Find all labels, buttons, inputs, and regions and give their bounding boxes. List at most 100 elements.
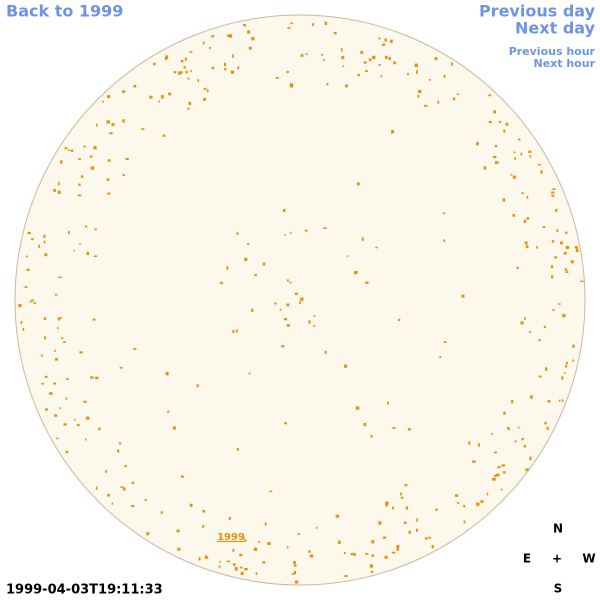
feature <box>313 325 316 328</box>
feature <box>251 37 255 41</box>
feature <box>203 87 207 90</box>
feature <box>496 473 500 477</box>
feature <box>529 331 531 333</box>
feature <box>476 142 479 146</box>
feature <box>299 301 301 305</box>
feature <box>118 442 122 445</box>
feature <box>53 188 57 192</box>
feature <box>232 54 234 58</box>
year-link[interactable]: 1999 <box>217 532 245 543</box>
feature <box>232 563 236 566</box>
feature <box>442 212 446 215</box>
feature <box>538 163 541 166</box>
feature <box>315 526 318 529</box>
feature <box>206 89 209 93</box>
previous-hour-link[interactable]: Previous hour <box>509 45 596 58</box>
feature <box>190 70 192 73</box>
feature <box>565 231 568 234</box>
feature <box>297 533 301 535</box>
feature <box>443 341 447 343</box>
feature <box>461 294 465 298</box>
feature <box>365 70 368 73</box>
feature <box>133 84 137 88</box>
feature <box>232 548 235 553</box>
feature <box>551 240 555 243</box>
feature <box>54 414 58 417</box>
feature <box>93 146 97 150</box>
feature <box>25 255 28 258</box>
feature <box>308 550 311 553</box>
feature <box>424 537 428 540</box>
feature <box>428 78 431 81</box>
feature <box>84 225 88 228</box>
feature <box>291 573 295 575</box>
compass-east: E <box>523 552 531 566</box>
feature <box>472 460 476 463</box>
feature <box>176 529 180 533</box>
feature <box>350 553 354 556</box>
feature <box>523 444 526 448</box>
feature <box>248 372 251 375</box>
feature <box>562 314 566 318</box>
feature <box>365 552 369 555</box>
feature <box>450 62 453 66</box>
feature <box>538 375 542 378</box>
previous-day-link[interactable]: Previous day <box>479 2 596 21</box>
feature <box>365 281 369 284</box>
feature <box>550 265 554 269</box>
feature <box>514 440 517 443</box>
feature <box>526 195 529 199</box>
feature <box>180 475 184 478</box>
feature <box>335 514 340 518</box>
feature <box>107 159 111 162</box>
feature <box>521 192 524 195</box>
feature <box>570 260 574 264</box>
feature <box>228 34 232 38</box>
feature <box>357 73 360 77</box>
feature <box>407 72 409 76</box>
feature <box>240 571 244 576</box>
feature <box>65 397 68 400</box>
feature <box>385 503 388 507</box>
feature <box>289 83 293 87</box>
feature <box>342 65 344 67</box>
next-hour-link[interactable]: Next hour <box>534 57 596 70</box>
back-link[interactable]: Back to 1999 <box>6 2 123 21</box>
feature <box>565 271 569 273</box>
feature <box>141 128 145 130</box>
feature <box>498 121 501 124</box>
feature <box>27 231 31 235</box>
feature <box>555 208 558 212</box>
feature <box>78 158 82 160</box>
feature <box>361 237 364 241</box>
feature <box>363 422 367 427</box>
feature <box>236 329 238 333</box>
feature <box>431 544 434 549</box>
feature <box>545 367 548 371</box>
feature <box>79 351 83 354</box>
feature <box>293 570 297 575</box>
feature <box>80 175 84 178</box>
feature <box>563 372 566 374</box>
feature <box>369 564 374 568</box>
feature <box>516 266 519 269</box>
feature <box>525 468 529 472</box>
feature <box>520 152 523 156</box>
feature <box>400 496 404 499</box>
feature <box>512 175 517 179</box>
feature <box>244 567 248 571</box>
feature <box>202 509 206 513</box>
feature <box>43 234 46 238</box>
feature <box>290 22 293 25</box>
feature <box>323 227 327 229</box>
feature <box>98 427 101 431</box>
feature <box>355 406 360 410</box>
feature <box>547 400 551 403</box>
feature <box>407 428 411 431</box>
feature <box>333 32 337 35</box>
next-day-link[interactable]: Next day <box>515 19 596 38</box>
feature <box>502 198 506 202</box>
feature <box>476 502 480 506</box>
feature <box>463 504 466 508</box>
feature <box>237 66 240 70</box>
